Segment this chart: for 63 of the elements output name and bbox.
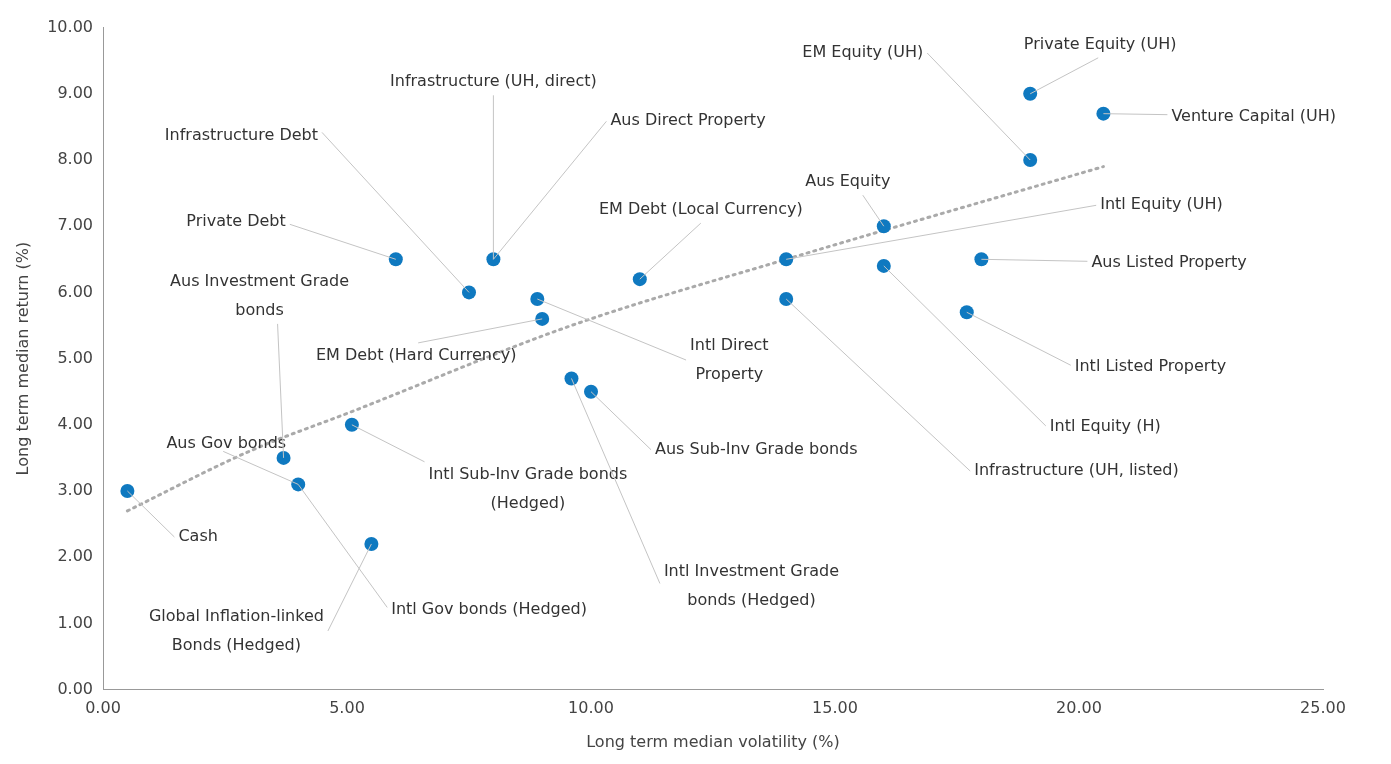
x-axis-title: Long term median volatility (%)	[586, 731, 840, 751]
point	[779, 292, 794, 307]
annotation: Intl Investment Grade bonds (Hedged)	[663, 560, 840, 609]
y-tick-label: 9.00	[57, 82, 93, 102]
annotation: Intl Direct Property	[690, 335, 769, 384]
annotation: Global Inflation-linked Bonds (Hedged)	[148, 606, 324, 655]
annotation: Aus Listed Property	[1091, 252, 1247, 272]
point	[535, 311, 550, 326]
point	[530, 292, 545, 307]
y-tick-label: 3.00	[57, 480, 93, 500]
point	[344, 417, 359, 432]
x-tick-label: 20.00	[1056, 698, 1102, 718]
annotation: Venture Capital (UH)	[1171, 105, 1337, 125]
point	[959, 305, 974, 320]
y-tick-label: 4.00	[57, 413, 93, 433]
y-axis-title: Long term median return (%)	[12, 241, 32, 476]
annotation: Aus Investment Grade bonds	[170, 271, 350, 320]
y-tick-label: 6.00	[57, 281, 93, 301]
point	[388, 252, 403, 267]
annotation: EM Equity (UH)	[802, 42, 924, 62]
point	[462, 285, 476, 300]
y-tick-label: 2.00	[57, 546, 93, 566]
y-tick-label: 7.00	[57, 215, 93, 235]
point	[1023, 86, 1038, 101]
y-tick-label: 1.00	[57, 612, 93, 632]
annotation: Cash	[178, 526, 218, 546]
annotation: Private Debt	[186, 211, 286, 231]
annotation: Aus Gov bonds	[166, 432, 287, 452]
annotation: Infrastructure (UH, direct)	[390, 71, 597, 91]
annotation: Aus Direct Property	[610, 110, 766, 130]
y-tick-label: 5.00	[57, 347, 93, 367]
point	[632, 272, 647, 287]
point	[584, 384, 598, 399]
annotation: EM Debt (Hard Currency)	[315, 345, 517, 365]
x-tick-label: 15.00	[812, 698, 858, 718]
annotation: Private Equity (UH)	[1023, 33, 1177, 53]
annotation: Intl Gov bonds (Hedged)	[391, 598, 587, 618]
point	[974, 252, 989, 267]
annotation: Intl Listed Property	[1074, 356, 1227, 376]
x-tick-label: 0.00	[85, 698, 121, 718]
point	[564, 371, 579, 386]
y-tick-label: 10.00	[47, 16, 93, 36]
point	[276, 450, 291, 465]
annotation: Intl Equity (H)	[1049, 416, 1161, 436]
x-tick-label: 5.00	[329, 698, 365, 718]
x-tick-label: 25.00	[1300, 698, 1346, 718]
annotation: Intl Equity (UH)	[1100, 194, 1223, 214]
annotation: Intl Sub-Inv Grade bonds (Hedged)	[428, 463, 628, 512]
point	[876, 219, 891, 234]
annotation: EM Debt (Local Currency)	[598, 199, 803, 219]
x-tick-label: 10.00	[568, 698, 614, 718]
point	[876, 258, 891, 273]
annotation: Aus Sub-Inv Grade bonds	[655, 438, 858, 458]
annotation: Infrastructure (UH, listed)	[974, 460, 1179, 480]
point	[120, 484, 135, 498]
annotation: Infrastructure Debt	[164, 124, 318, 144]
annotation: Aus Equity	[805, 171, 891, 191]
y-tick-label: 8.00	[57, 149, 93, 169]
y-tick-label: 0.00	[57, 678, 93, 698]
point	[779, 252, 794, 267]
point	[1096, 106, 1111, 121]
point	[1023, 153, 1038, 167]
point	[364, 536, 379, 551]
